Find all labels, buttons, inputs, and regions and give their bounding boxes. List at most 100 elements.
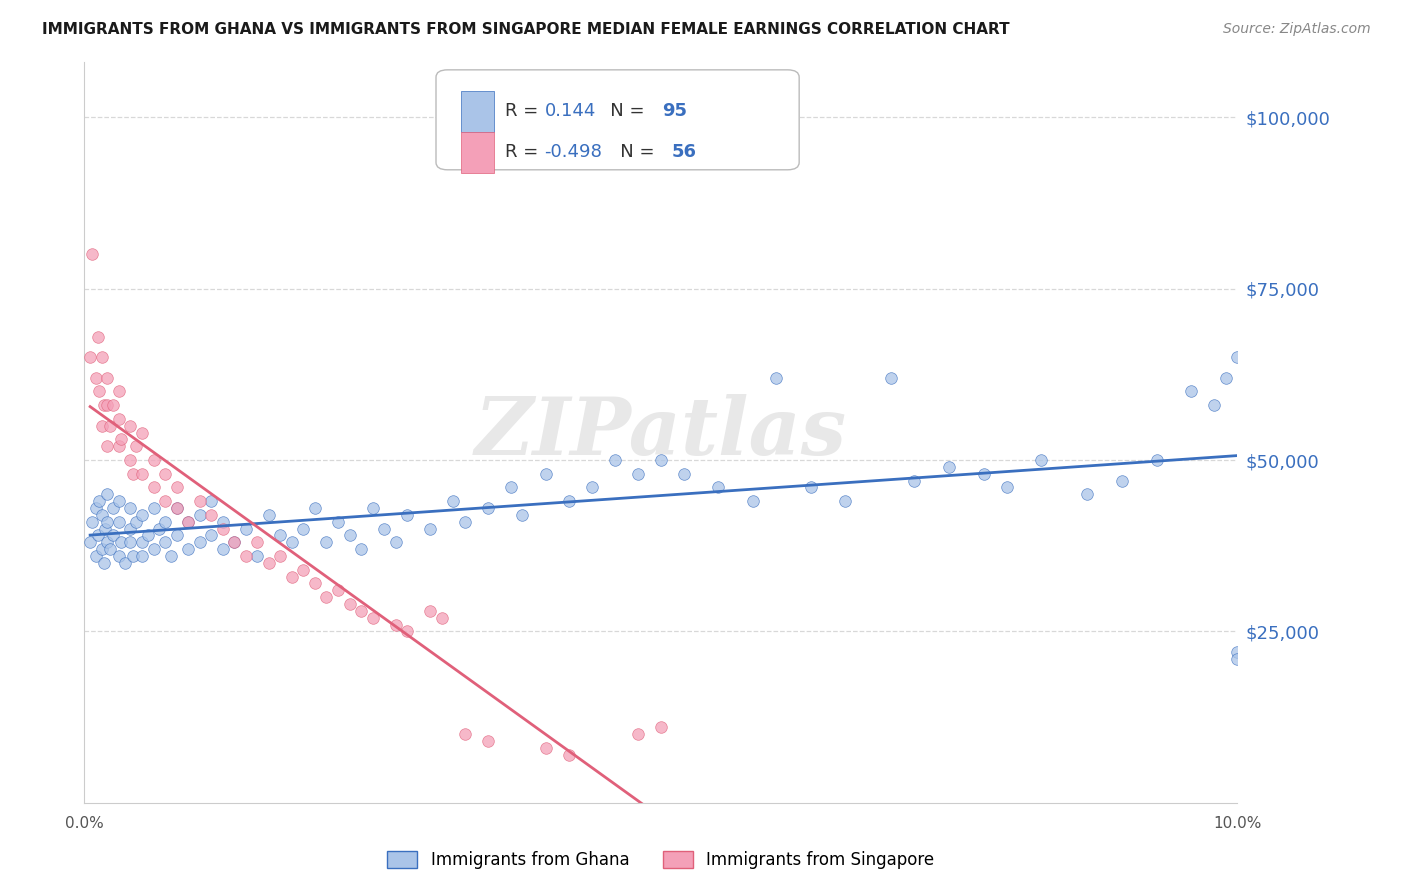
- Point: [1111, 474, 1133, 488]
- Point: [235, 549, 257, 563]
- Point: [534, 467, 557, 481]
- Point: [98, 542, 121, 557]
- Point: [89, 494, 111, 508]
- Point: [477, 501, 499, 516]
- Point: [304, 576, 326, 591]
- Point: [200, 494, 222, 508]
- Point: [142, 480, 165, 494]
- Point: [200, 528, 222, 542]
- Point: [581, 480, 603, 494]
- Point: [246, 535, 269, 549]
- Point: [339, 528, 361, 542]
- Point: [430, 610, 453, 624]
- Point: [512, 508, 534, 522]
- Point: [1076, 487, 1098, 501]
- Point: [177, 515, 200, 529]
- Point: [257, 556, 280, 570]
- Point: [1146, 453, 1168, 467]
- Point: [419, 522, 441, 536]
- Point: [326, 583, 349, 598]
- Point: [834, 494, 856, 508]
- Point: [188, 535, 211, 549]
- Point: [603, 453, 626, 467]
- Point: [166, 501, 188, 516]
- Point: [350, 542, 373, 557]
- Point: [200, 508, 222, 522]
- Point: [765, 371, 787, 385]
- Point: [627, 467, 650, 481]
- Point: [1215, 371, 1237, 385]
- Text: Source: ZipAtlas.com: Source: ZipAtlas.com: [1223, 22, 1371, 37]
- Point: [326, 515, 349, 529]
- Point: [224, 535, 246, 549]
- Point: [120, 501, 142, 516]
- Point: [142, 501, 165, 516]
- Point: [1031, 453, 1053, 467]
- Point: [396, 508, 419, 522]
- Point: [110, 535, 132, 549]
- Point: [454, 727, 477, 741]
- Point: [82, 247, 104, 261]
- Point: [361, 610, 384, 624]
- Point: [84, 371, 107, 385]
- Point: [350, 604, 373, 618]
- Point: [84, 501, 107, 516]
- Point: [315, 590, 337, 604]
- Point: [103, 528, 124, 542]
- Point: [93, 556, 115, 570]
- Point: [269, 528, 291, 542]
- Point: [153, 467, 176, 481]
- Point: [166, 501, 188, 516]
- Point: [211, 515, 233, 529]
- Point: [235, 522, 257, 536]
- Legend: Immigrants from Ghana, Immigrants from Singapore: Immigrants from Ghana, Immigrants from S…: [381, 845, 941, 876]
- Point: [90, 418, 112, 433]
- Point: [153, 515, 176, 529]
- Point: [166, 480, 188, 494]
- Point: [96, 535, 118, 549]
- Point: [454, 515, 477, 529]
- Point: [177, 542, 200, 557]
- Point: [121, 549, 143, 563]
- Point: [1226, 652, 1249, 666]
- Point: [90, 542, 112, 557]
- Point: [373, 522, 395, 536]
- Point: [188, 494, 211, 508]
- Point: [177, 515, 200, 529]
- Point: [103, 501, 124, 516]
- Point: [1226, 645, 1249, 659]
- Point: [903, 474, 925, 488]
- Point: [148, 522, 170, 536]
- FancyBboxPatch shape: [436, 70, 799, 169]
- Point: [315, 535, 337, 549]
- Point: [188, 508, 211, 522]
- FancyBboxPatch shape: [461, 91, 494, 132]
- Text: IMMIGRANTS FROM GHANA VS IMMIGRANTS FROM SINGAPORE MEDIAN FEMALE EARNINGS CORREL: IMMIGRANTS FROM GHANA VS IMMIGRANTS FROM…: [42, 22, 1010, 37]
- Point: [108, 439, 131, 453]
- Point: [96, 398, 118, 412]
- Point: [160, 549, 183, 563]
- Point: [142, 453, 165, 467]
- Point: [153, 494, 176, 508]
- Point: [120, 535, 142, 549]
- Point: [120, 522, 142, 536]
- Point: [281, 569, 304, 583]
- Point: [108, 515, 131, 529]
- Point: [108, 494, 131, 508]
- Point: [938, 459, 960, 474]
- Point: [499, 480, 522, 494]
- Text: N =: N =: [593, 103, 651, 120]
- Point: [269, 549, 291, 563]
- Point: [246, 549, 269, 563]
- Point: [477, 734, 499, 748]
- Point: [384, 535, 406, 549]
- Point: [96, 371, 118, 385]
- Point: [120, 453, 142, 467]
- Point: [627, 727, 650, 741]
- Point: [211, 542, 233, 557]
- Point: [672, 467, 695, 481]
- Point: [90, 350, 112, 364]
- Point: [995, 480, 1018, 494]
- Point: [93, 398, 115, 412]
- Point: [108, 384, 131, 399]
